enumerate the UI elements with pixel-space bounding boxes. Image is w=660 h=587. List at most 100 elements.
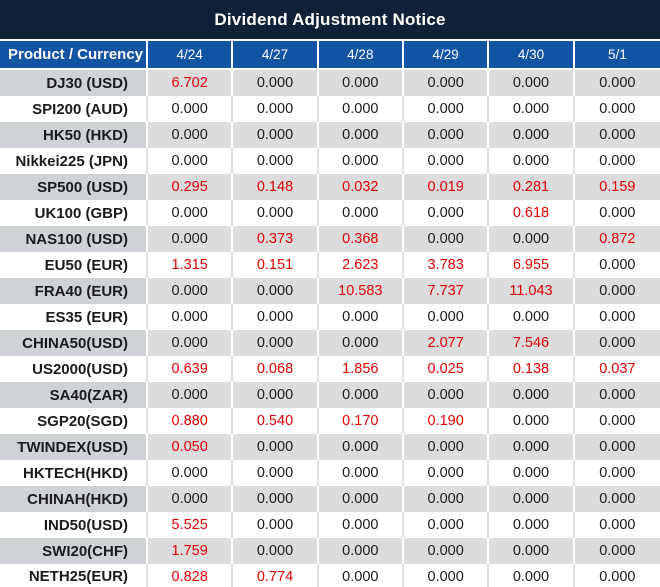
- value-cell: 0.068: [233, 356, 319, 382]
- value-cell: 0.000: [403, 148, 490, 174]
- value-cell: 0.000: [489, 148, 575, 174]
- table-title: Dividend Adjustment Notice: [0, 0, 660, 41]
- value-cell: 0.000: [489, 460, 575, 486]
- value-cell: 0.000: [574, 304, 660, 330]
- value-cell: 0.000: [489, 538, 575, 564]
- value-cell: 3.783: [403, 252, 490, 278]
- value-cell: 0.000: [574, 408, 660, 434]
- value-cell: 0.000: [318, 512, 404, 538]
- value-cell: 0.000: [403, 460, 490, 486]
- value-cell: 0.032: [318, 174, 404, 200]
- product-cell: UK100 (GBP): [0, 200, 148, 226]
- table-row: IND50(USD) 5.525 0.000 0.000 0.000 0.000 0.000: [0, 512, 660, 538]
- value-cell: 0.000: [489, 408, 575, 434]
- value-cell: 0.000: [489, 564, 575, 587]
- table-row: NETH25(EUR) 0.828 0.774 0.000 0.000 0.000 0.00…: [0, 564, 660, 587]
- product-cell: Nikkei225 (JPN): [0, 148, 148, 174]
- value-cell: 0.000: [574, 96, 660, 122]
- value-cell: 0.880: [148, 408, 234, 434]
- value-cell: 0.000: [318, 538, 404, 564]
- product-currency-header: Product / Currency: [0, 41, 148, 70]
- product-cell: DJ30 (USD): [0, 70, 148, 96]
- value-cell: 5.525: [148, 512, 234, 538]
- value-cell: 0.000: [403, 200, 490, 226]
- table-row: HK50 (HKD) 0.000 0.000 0.000 0.000 0.000 0.000: [0, 122, 660, 148]
- table-row: CHINA50(USD) 0.000 0.000 0.000 2.077 7.546 0.0…: [0, 330, 660, 356]
- value-cell: 0.000: [318, 304, 404, 330]
- value-cell: 0.774: [233, 564, 319, 587]
- date-column-header: 4/29: [403, 41, 490, 70]
- value-cell: 0.368: [318, 226, 404, 252]
- value-cell: 0.000: [403, 486, 490, 512]
- value-cell: 0.138: [489, 356, 575, 382]
- value-cell: 0.148: [233, 174, 319, 200]
- value-cell: 0.000: [574, 512, 660, 538]
- value-cell: 7.737: [403, 278, 490, 304]
- value-cell: 0.000: [148, 200, 234, 226]
- value-cell: 0.000: [148, 486, 234, 512]
- value-cell: 0.000: [403, 512, 490, 538]
- value-cell: 1.759: [148, 538, 234, 564]
- value-cell: 0.000: [489, 122, 575, 148]
- value-cell: 0.000: [574, 70, 660, 96]
- value-cell: 0.000: [403, 382, 490, 408]
- value-cell: 0.000: [489, 96, 575, 122]
- value-cell: 0.000: [233, 70, 319, 96]
- table-row: ES35 (EUR) 0.000 0.000 0.000 0.000 0.000 0.000: [0, 304, 660, 330]
- value-cell: 0.000: [148, 382, 234, 408]
- value-cell: 0.000: [489, 304, 575, 330]
- product-cell: EU50 (EUR): [0, 252, 148, 278]
- value-cell: 0.000: [489, 70, 575, 96]
- date-column-header: 4/27: [233, 41, 319, 70]
- value-cell: 0.000: [489, 226, 575, 252]
- value-cell: 0.000: [403, 564, 490, 587]
- value-cell: 0.190: [403, 408, 490, 434]
- value-cell: 0.000: [403, 122, 490, 148]
- value-cell: 7.546: [489, 330, 575, 356]
- date-column-header: 5/1: [574, 41, 660, 70]
- value-cell: 10.583: [318, 278, 404, 304]
- value-cell: 0.000: [233, 512, 319, 538]
- value-cell: 6.955: [489, 252, 575, 278]
- value-cell: 0.373: [233, 226, 319, 252]
- value-cell: 0.000: [148, 330, 234, 356]
- value-cell: 0.000: [233, 330, 319, 356]
- value-cell: 0.000: [403, 538, 490, 564]
- value-cell: 0.000: [574, 460, 660, 486]
- product-cell: SA40(ZAR): [0, 382, 148, 408]
- product-cell: TWINDEX(USD): [0, 434, 148, 460]
- value-cell: 0.000: [318, 330, 404, 356]
- value-cell: 0.000: [318, 434, 404, 460]
- value-cell: 0.037: [574, 356, 660, 382]
- value-cell: 0.000: [403, 226, 490, 252]
- product-cell: NETH25(EUR): [0, 564, 148, 587]
- value-cell: 0.000: [318, 200, 404, 226]
- value-cell: 0.019: [403, 174, 490, 200]
- value-cell: 0.000: [574, 434, 660, 460]
- value-cell: 0.000: [148, 122, 234, 148]
- product-cell: HKTECH(HKD): [0, 460, 148, 486]
- product-cell: ES35 (EUR): [0, 304, 148, 330]
- value-cell: 0.000: [403, 96, 490, 122]
- value-cell: 0.000: [233, 486, 319, 512]
- product-cell: CHINA50(USD): [0, 330, 148, 356]
- date-column-header: 4/28: [318, 41, 404, 70]
- table-row: SWI20(CHF) 1.759 0.000 0.000 0.000 0.000 0.000: [0, 538, 660, 564]
- value-cell: 0.000: [233, 200, 319, 226]
- value-cell: 0.000: [574, 278, 660, 304]
- value-cell: 0.000: [233, 538, 319, 564]
- value-cell: 0.000: [233, 122, 319, 148]
- value-cell: 0.000: [148, 96, 234, 122]
- value-cell: 2.623: [318, 252, 404, 278]
- value-cell: 0.618: [489, 200, 575, 226]
- value-cell: 0.000: [233, 434, 319, 460]
- value-cell: 0.000: [574, 148, 660, 174]
- table-row: TWINDEX(USD) 0.050 0.000 0.000 0.000 0.000 0.0…: [0, 434, 660, 460]
- table-row: UK100 (GBP) 0.000 0.000 0.000 0.000 0.618 0.00…: [0, 200, 660, 226]
- table-row: FRA40 (EUR) 0.000 0.000 10.583 7.737 11.043 0.…: [0, 278, 660, 304]
- value-cell: 0.000: [148, 460, 234, 486]
- value-cell: 0.000: [233, 460, 319, 486]
- value-cell: 2.077: [403, 330, 490, 356]
- table-row: SPI200 (AUD) 0.000 0.000 0.000 0.000 0.000 0.0…: [0, 96, 660, 122]
